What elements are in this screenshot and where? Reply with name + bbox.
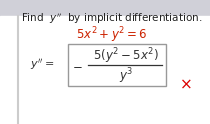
Text: Find  $y''$  by implicit differentiation.: Find $y''$ by implicit differentiation. bbox=[21, 12, 203, 26]
Bar bbox=[0, 0, 210, 16]
Text: $y^3$: $y^3$ bbox=[119, 66, 133, 86]
Text: $y'' = $: $y'' = $ bbox=[30, 58, 54, 73]
Text: $5(y^2 - 5x^2)$: $5(y^2 - 5x^2)$ bbox=[93, 46, 159, 66]
Text: $5x^2 + y^2 = 6$: $5x^2 + y^2 = 6$ bbox=[76, 25, 148, 45]
Text: $\times$: $\times$ bbox=[179, 77, 191, 92]
Bar bbox=[0, 16, 210, 124]
Text: $-$: $-$ bbox=[72, 59, 82, 72]
Bar bbox=[68, 44, 166, 86]
